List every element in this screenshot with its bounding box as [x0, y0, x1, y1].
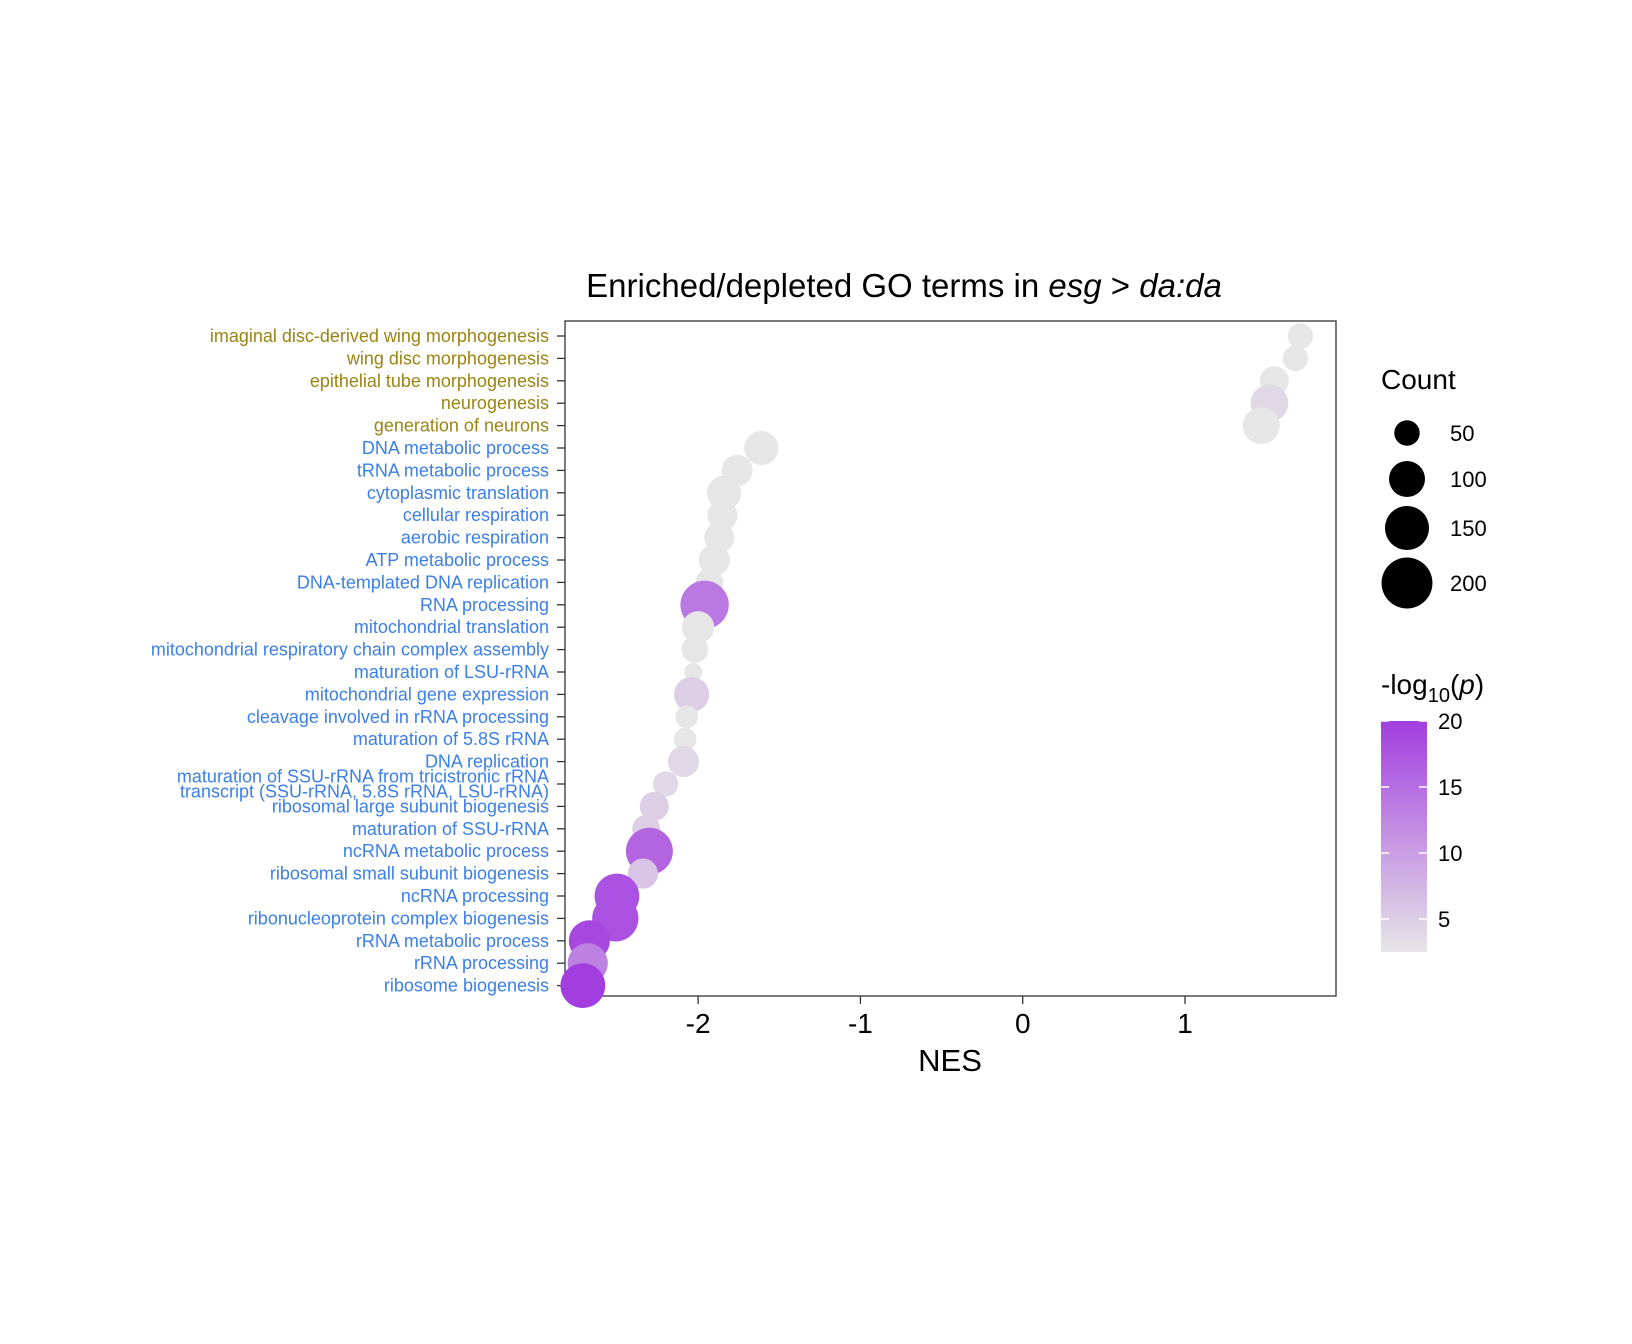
color-legend-title-open: ( — [1450, 669, 1460, 700]
y-tick-label: tRNA metabolic process — [357, 460, 549, 480]
y-tick-label: ribosome biogenesis — [384, 976, 549, 996]
y-tick-label: cleavage involved in rRNA processing — [247, 707, 549, 727]
y-tick-label: maturation of 5.8S rRNA — [353, 729, 549, 749]
y-tick-label: maturation of LSU-rRNA — [354, 662, 549, 682]
y-tick-label: ATP metabolic process — [366, 550, 549, 570]
x-axis-title: NES — [918, 1043, 982, 1078]
y-tick-label: ribosomal large subunit biogenesis — [272, 796, 549, 816]
size-legend-key — [1389, 461, 1425, 497]
y-tick-label: mitochondrial respiratory chain complex … — [151, 640, 549, 660]
chart-title-prefix: Enriched/depleted GO terms in — [586, 267, 1048, 304]
term-point — [706, 475, 742, 510]
y-tick-label: mitochondrial gene expression — [305, 684, 549, 704]
chart-title: Enriched/depleted GO terms in esg > da:d… — [586, 267, 1222, 304]
term-point — [674, 676, 710, 712]
y-axis: imaginal disc-derived wing morphogenesis… — [151, 326, 565, 996]
term-point — [639, 791, 669, 821]
term-point — [698, 544, 730, 576]
chart-title-italic-2: da:da — [1139, 267, 1222, 304]
y-tick-label: rRNA processing — [414, 953, 549, 973]
size-legend-key — [1394, 420, 1420, 446]
y-tick-label: neurogenesis — [441, 393, 549, 413]
term-point — [744, 430, 779, 466]
term-point — [707, 500, 738, 531]
color-legend-label: 5 — [1438, 907, 1450, 932]
term-point — [560, 963, 606, 1009]
y-tick-label: ncRNA metabolic process — [343, 841, 549, 861]
y-tick-label: aerobic respiration — [401, 528, 549, 548]
chart-title-middle: > — [1102, 267, 1140, 304]
x-tick-label: 0 — [1015, 1008, 1031, 1039]
size-legend-label: 150 — [1450, 516, 1487, 541]
color-legend-label: 10 — [1438, 841, 1462, 866]
color-legend-title: -log10(p) — [1381, 669, 1484, 707]
color-legend-title-var: p — [1458, 669, 1475, 700]
color-legend-title-prefix: -log — [1381, 669, 1428, 700]
x-tick-label: -2 — [686, 1008, 711, 1039]
term-point — [1287, 323, 1314, 349]
color-legend-label: 20 — [1438, 709, 1462, 734]
color-legend-title-close: ) — [1475, 669, 1484, 700]
y-tick-label: imaginal disc-derived wing morphogenesis — [210, 326, 549, 346]
term-point — [673, 727, 697, 751]
chart-title-italic-1: esg — [1048, 267, 1102, 304]
plot-panel — [564, 320, 1337, 997]
y-tick-label: RNA processing — [420, 595, 549, 615]
term-point — [652, 771, 679, 797]
size-legend-key — [1384, 505, 1430, 551]
y-tick-label: maturation of SSU-rRNA — [352, 819, 549, 839]
y-tick-label: transcript (SSU-rRNA, 5.8S rRNA, LSU-rRN… — [180, 782, 549, 802]
color-legend-label: 15 — [1438, 775, 1462, 800]
y-tick-label: DNA replication — [425, 752, 549, 772]
term-point — [1282, 345, 1309, 372]
x-axis: -2 -1 0 1 — [686, 996, 1193, 1039]
y-tick-label: mitochondrial translation — [354, 617, 549, 637]
term-point — [627, 858, 658, 889]
size-legend-label: 50 — [1450, 421, 1474, 446]
term-point — [681, 636, 709, 663]
term-point — [675, 705, 699, 729]
y-tick-label: epithelial tube morphogenesis — [310, 371, 549, 391]
color-legend-bar — [1381, 721, 1427, 952]
term-point — [1242, 407, 1280, 445]
term-point — [684, 663, 703, 681]
y-tick-label: maturation of SSU-rRNA from tricistronic… — [177, 767, 549, 787]
term-point — [681, 611, 715, 644]
size-legend: Count 50 100 150 200 — [1381, 364, 1487, 609]
y-tick-label: DNA metabolic process — [362, 438, 549, 458]
term-point — [667, 746, 700, 778]
y-tick-label: cellular respiration — [403, 505, 549, 525]
data-points — [560, 323, 1314, 1009]
y-tick-label: ribosomal small subunit biogenesis — [270, 864, 549, 884]
size-legend-title: Count — [1381, 364, 1456, 395]
size-legend-label: 200 — [1450, 571, 1487, 596]
x-tick-label: -1 — [848, 1008, 873, 1039]
y-tick-label: cytoplasmic translation — [367, 483, 549, 503]
y-tick-label: ncRNA processing — [401, 886, 549, 906]
y-tick-label: ribonucleoprotein complex biogenesis — [248, 908, 549, 928]
x-tick-label: 1 — [1177, 1008, 1193, 1039]
y-tick-label: DNA-templated DNA replication — [297, 572, 549, 592]
size-legend-label: 100 — [1450, 467, 1487, 492]
y-tick-label: rRNA metabolic process — [356, 931, 549, 951]
y-tick-label: wing disc morphogenesis — [346, 348, 549, 368]
y-tick-label: generation of neurons — [374, 416, 549, 436]
size-legend-key — [1381, 557, 1433, 609]
color-legend-title-sub: 10 — [1428, 685, 1450, 707]
